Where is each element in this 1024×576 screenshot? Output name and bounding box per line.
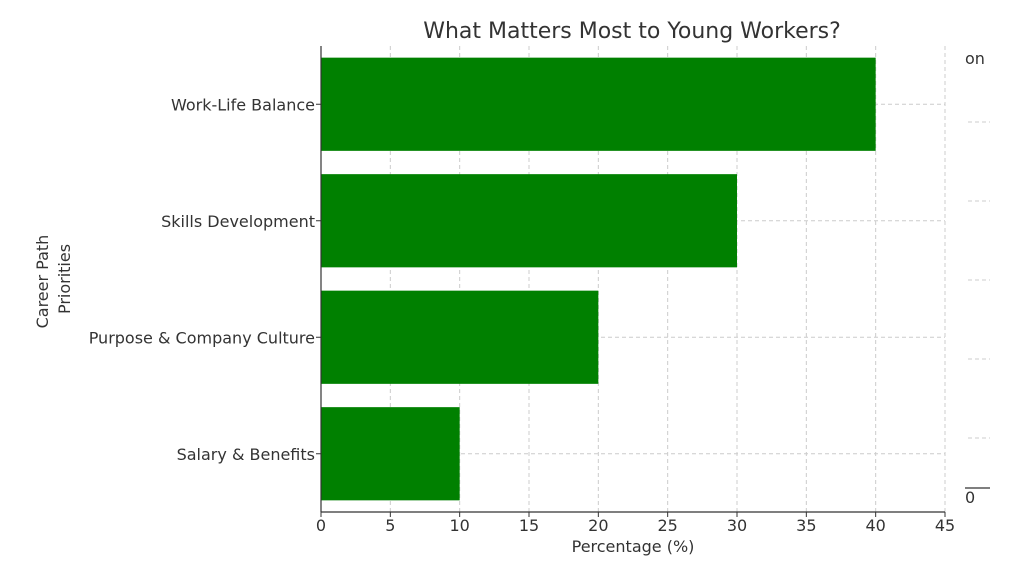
- y-tick-label: Skills Development: [161, 212, 315, 231]
- x-tick-label: 0: [316, 516, 326, 535]
- x-tick-label: 25: [657, 516, 677, 535]
- x-tick-label: 45: [935, 516, 955, 535]
- y-tick-label: Work-Life Balance: [171, 95, 315, 114]
- bar: [321, 290, 599, 384]
- fragment-bottom-text: 0: [965, 488, 975, 507]
- x-axis-label: Percentage (%): [572, 537, 695, 556]
- x-tick-label: 10: [449, 516, 469, 535]
- x-tick-label: 15: [519, 516, 539, 535]
- bar: [321, 174, 737, 268]
- x-tick-label: 35: [796, 516, 816, 535]
- background-figure-fragment: on 0: [965, 49, 990, 507]
- bar: [321, 407, 460, 501]
- x-tick-label: 40: [865, 516, 885, 535]
- x-tick-label: 5: [385, 516, 395, 535]
- fragment-gridlines: [968, 121, 990, 439]
- x-tick-label: 30: [727, 516, 747, 535]
- y-axis-label-line-1: Career Path: [33, 235, 52, 329]
- bars: [321, 57, 876, 501]
- y-axis-label-line-2: Priorities: [55, 244, 74, 314]
- chart-title: What Matters Most to Young Workers?: [423, 19, 841, 44]
- y-axis-label: Career Path Priorities: [33, 230, 74, 329]
- x-tick-label: 20: [588, 516, 608, 535]
- x-ticks: 0 5 10 15 20 25 30 35 40 45: [316, 512, 955, 535]
- y-tick-labels: Work-Life Balance Skills Development Purpo…: [89, 95, 321, 464]
- bar: [321, 57, 876, 151]
- fragment-top-text: on: [965, 49, 985, 68]
- y-tick-label: Purpose & Company Culture: [89, 328, 315, 347]
- y-tick-label: Salary & Benefits: [177, 445, 315, 464]
